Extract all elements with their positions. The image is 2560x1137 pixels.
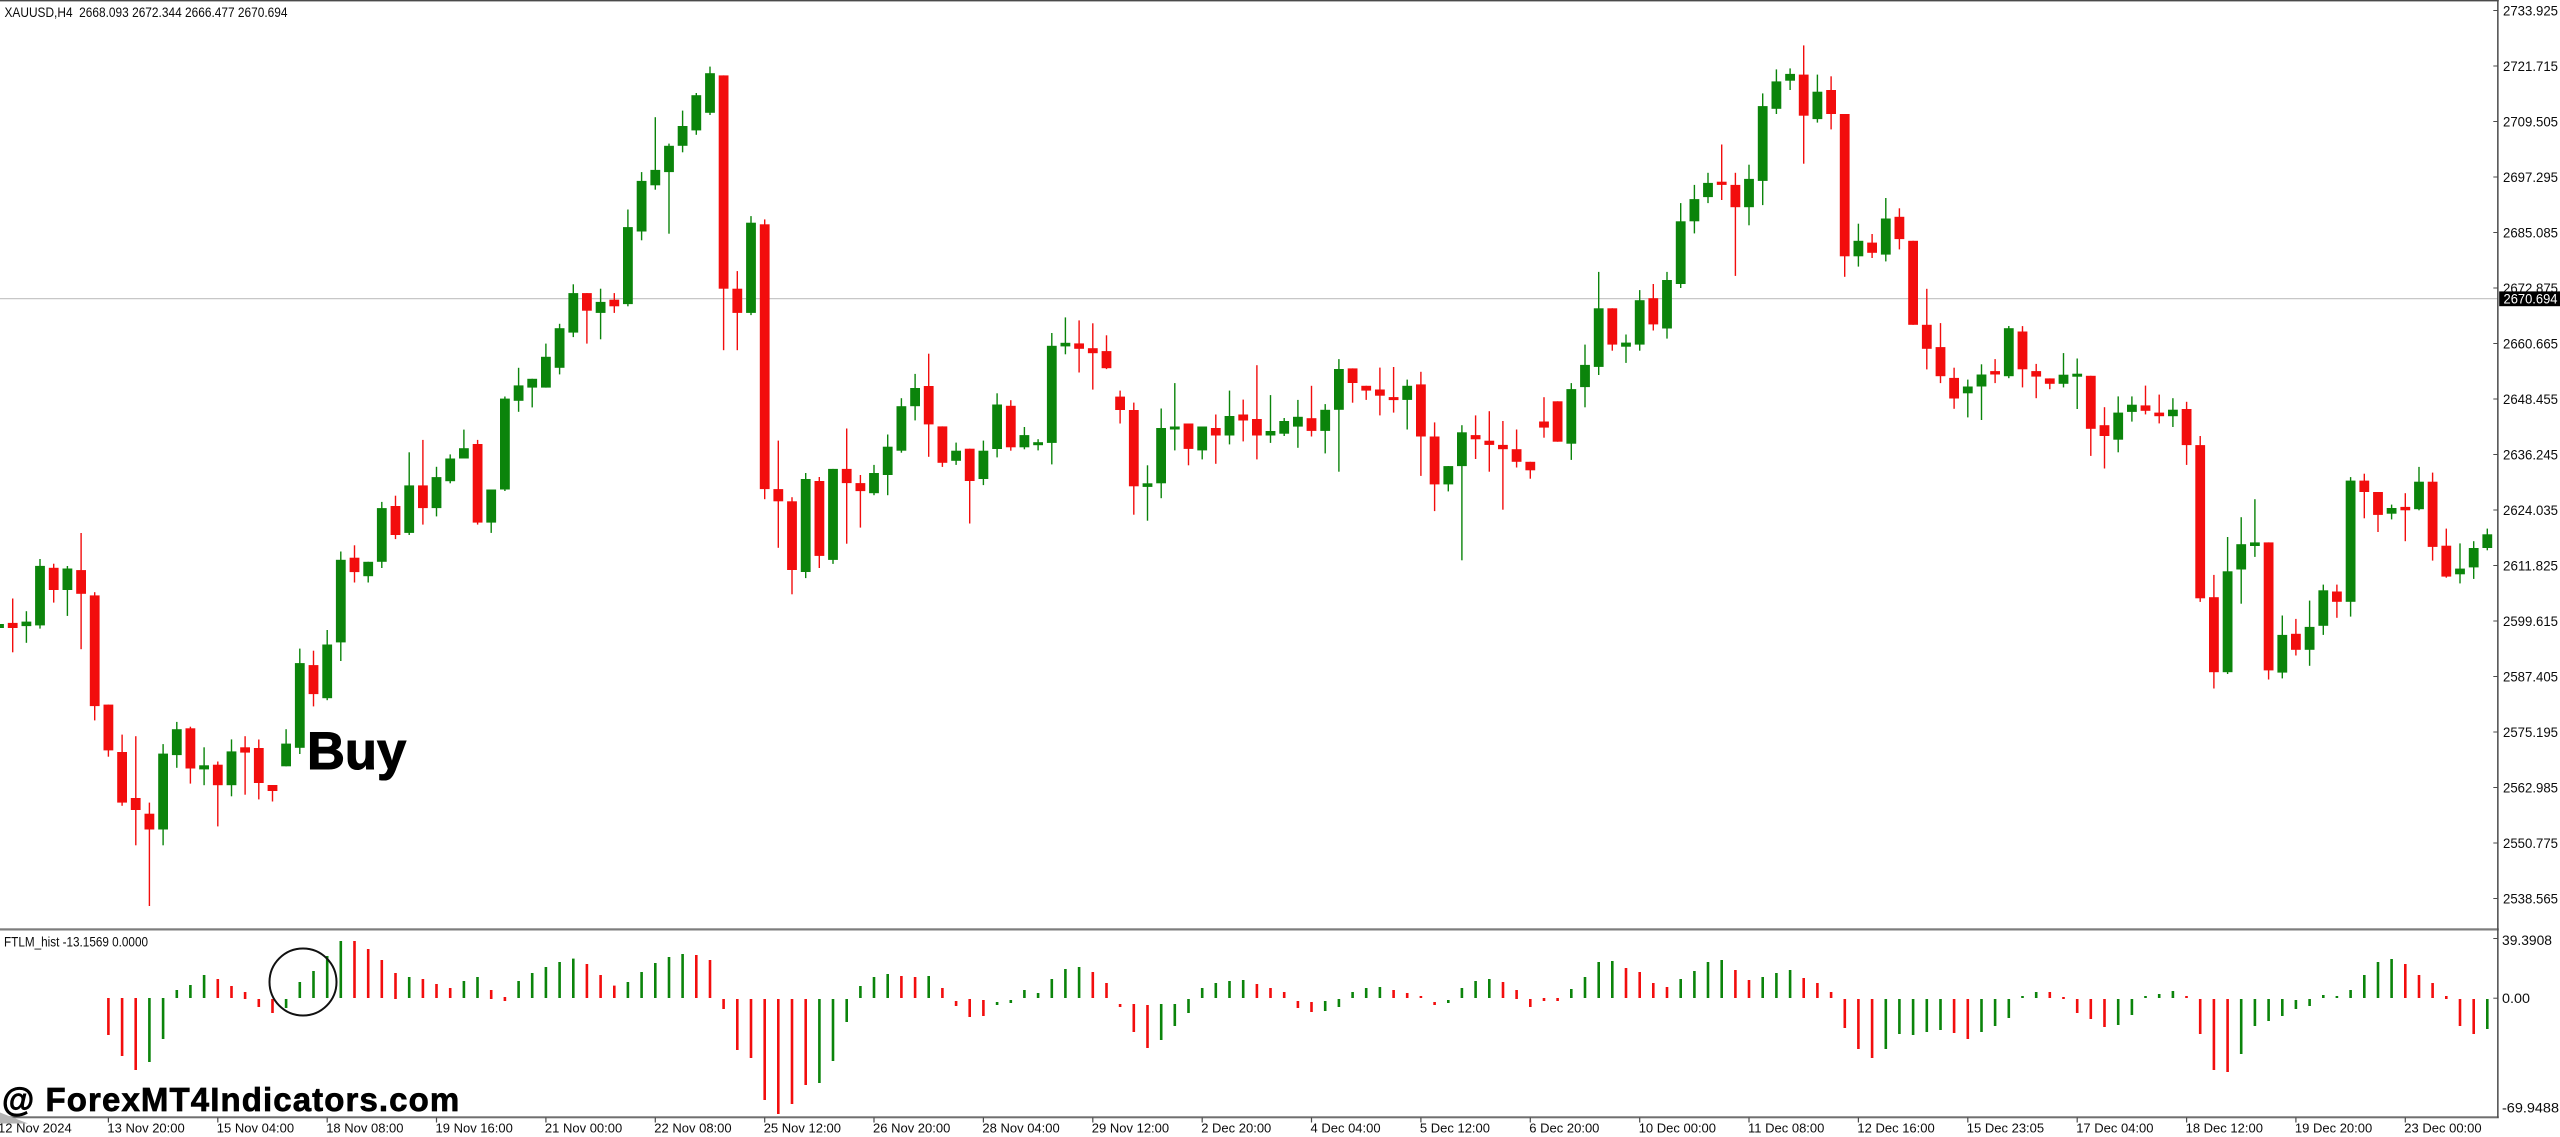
svg-text:0.00: 0.00 — [2502, 990, 2530, 1006]
svg-text:15 Nov 04:00: 15 Nov 04:00 — [217, 1121, 294, 1136]
svg-text:21 Nov 00:00: 21 Nov 00:00 — [545, 1121, 622, 1136]
svg-text:13 Nov 20:00: 13 Nov 20:00 — [107, 1121, 184, 1136]
svg-text:25 Nov 12:00: 25 Nov 12:00 — [764, 1121, 841, 1136]
svg-text:@ ForexMT4Indicators.com: @ ForexMT4Indicators.com — [2, 1081, 460, 1118]
svg-text:2685.085: 2685.085 — [2503, 225, 2558, 241]
svg-text:18 Nov 08:00: 18 Nov 08:00 — [326, 1121, 403, 1136]
svg-text:FTLM_hist -13.1569 0.0000: FTLM_hist -13.1569 0.0000 — [4, 934, 148, 949]
svg-text:18 Dec 12:00: 18 Dec 12:00 — [2186, 1121, 2263, 1136]
svg-text:2611.825: 2611.825 — [2503, 558, 2558, 574]
svg-text:2670.694: 2670.694 — [2504, 291, 2558, 307]
svg-text:39.3908: 39.3908 — [2502, 932, 2552, 948]
svg-text:19 Dec 20:00: 19 Dec 20:00 — [2295, 1121, 2372, 1136]
svg-text:2550.775: 2550.775 — [2503, 835, 2558, 851]
svg-text:5 Dec 12:00: 5 Dec 12:00 — [1420, 1121, 1490, 1136]
svg-text:2636.245: 2636.245 — [2503, 447, 2558, 463]
svg-text:29 Nov 12:00: 29 Nov 12:00 — [1092, 1121, 1169, 1136]
svg-text:4 Dec 04:00: 4 Dec 04:00 — [1311, 1121, 1381, 1136]
svg-text:2538.565: 2538.565 — [2503, 891, 2558, 907]
svg-text:22 Nov 08:00: 22 Nov 08:00 — [654, 1121, 731, 1136]
svg-text:2 Dec 20:00: 2 Dec 20:00 — [1201, 1121, 1271, 1136]
svg-text:2648.455: 2648.455 — [2503, 391, 2558, 407]
svg-text:2697.295: 2697.295 — [2503, 169, 2558, 185]
svg-text:Buy: Buy — [307, 722, 406, 781]
svg-text:2587.405: 2587.405 — [2503, 669, 2558, 685]
svg-text:28 Nov 04:00: 28 Nov 04:00 — [982, 1121, 1059, 1136]
svg-text:2575.195: 2575.195 — [2503, 724, 2558, 740]
svg-text:10 Dec 00:00: 10 Dec 00:00 — [1639, 1121, 1716, 1136]
svg-text:2709.505: 2709.505 — [2503, 114, 2558, 130]
svg-text:26 Nov 20:00: 26 Nov 20:00 — [873, 1121, 950, 1136]
svg-text:2562.985: 2562.985 — [2503, 780, 2558, 796]
svg-text:23 Dec 00:00: 23 Dec 00:00 — [2404, 1121, 2481, 1136]
svg-text:11 Dec 08:00: 11 Dec 08:00 — [1748, 1121, 1824, 1136]
svg-text:XAUUSD,H4 2668.093 2672.344 2: XAUUSD,H4 2668.093 2672.344 2666.477 267… — [5, 5, 288, 20]
svg-text:12 Dec 16:00: 12 Dec 16:00 — [1857, 1121, 1934, 1136]
svg-text:2660.665: 2660.665 — [2503, 336, 2558, 352]
svg-text:12 Nov 2024: 12 Nov 2024 — [0, 1121, 72, 1136]
svg-text:2624.035: 2624.035 — [2503, 502, 2558, 518]
svg-text:2733.925: 2733.925 — [2503, 3, 2558, 19]
svg-text:6 Dec 20:00: 6 Dec 20:00 — [1529, 1121, 1599, 1136]
svg-text:15 Dec 23:05: 15 Dec 23:05 — [1967, 1121, 2044, 1136]
svg-text:19 Nov 16:00: 19 Nov 16:00 — [436, 1121, 513, 1136]
svg-text:17 Dec 04:00: 17 Dec 04:00 — [2076, 1121, 2153, 1136]
svg-text:2599.615: 2599.615 — [2503, 613, 2558, 629]
svg-text:2721.715: 2721.715 — [2503, 58, 2558, 74]
svg-text:-69.9488: -69.9488 — [2502, 1099, 2559, 1115]
